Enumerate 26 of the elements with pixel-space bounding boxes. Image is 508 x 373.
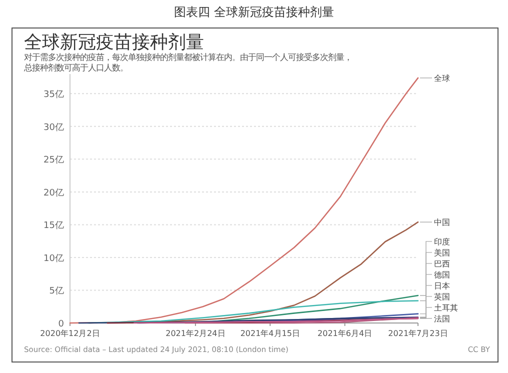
text: 英国 xyxy=(434,292,450,302)
y-tick-label: 0 xyxy=(58,320,64,330)
text: 德国 xyxy=(434,270,450,280)
text: 日本 xyxy=(434,281,450,290)
y-tick-label: 35亿 xyxy=(44,89,64,100)
text: 图表四 全球新冠疫苗接种剂量 xyxy=(174,5,334,19)
x-tick-label: 2021年7月23日 xyxy=(388,329,448,338)
chart-subtitle: 对于需多次接种的疫苗，每次单独接种的剂量都被计算在内。由于同一个人可接受多次剂量，总接种剂数可高于人口人数。 xyxy=(23,52,352,72)
x-tick-label: 2021年2月24日 xyxy=(166,329,226,338)
y-tick-label: 10亿 xyxy=(44,252,64,264)
text: 中国 xyxy=(434,218,450,228)
text: 法国 xyxy=(434,314,450,324)
y-tick-label: 5亿 xyxy=(49,286,64,297)
text: 美国 xyxy=(434,248,450,258)
chart-title: 全球新冠疫苗接种剂量 xyxy=(24,32,204,53)
y-tick-label: 15亿 xyxy=(44,220,64,232)
y-tick-label: 25亿 xyxy=(44,154,64,166)
y-tick-label: 20亿 xyxy=(44,187,64,198)
x-tick-label: 2021年6月4日 xyxy=(318,329,372,338)
text: 印度 xyxy=(434,237,450,246)
y-tick-label: 30亿 xyxy=(44,122,64,133)
text: 土耳其 xyxy=(434,303,458,312)
text: 全球 xyxy=(434,74,450,83)
x-tick-label: 2021年4月15日 xyxy=(240,329,300,338)
text: 巴西 xyxy=(434,259,450,268)
x-tick-label: 2020年12月2日 xyxy=(40,329,100,338)
